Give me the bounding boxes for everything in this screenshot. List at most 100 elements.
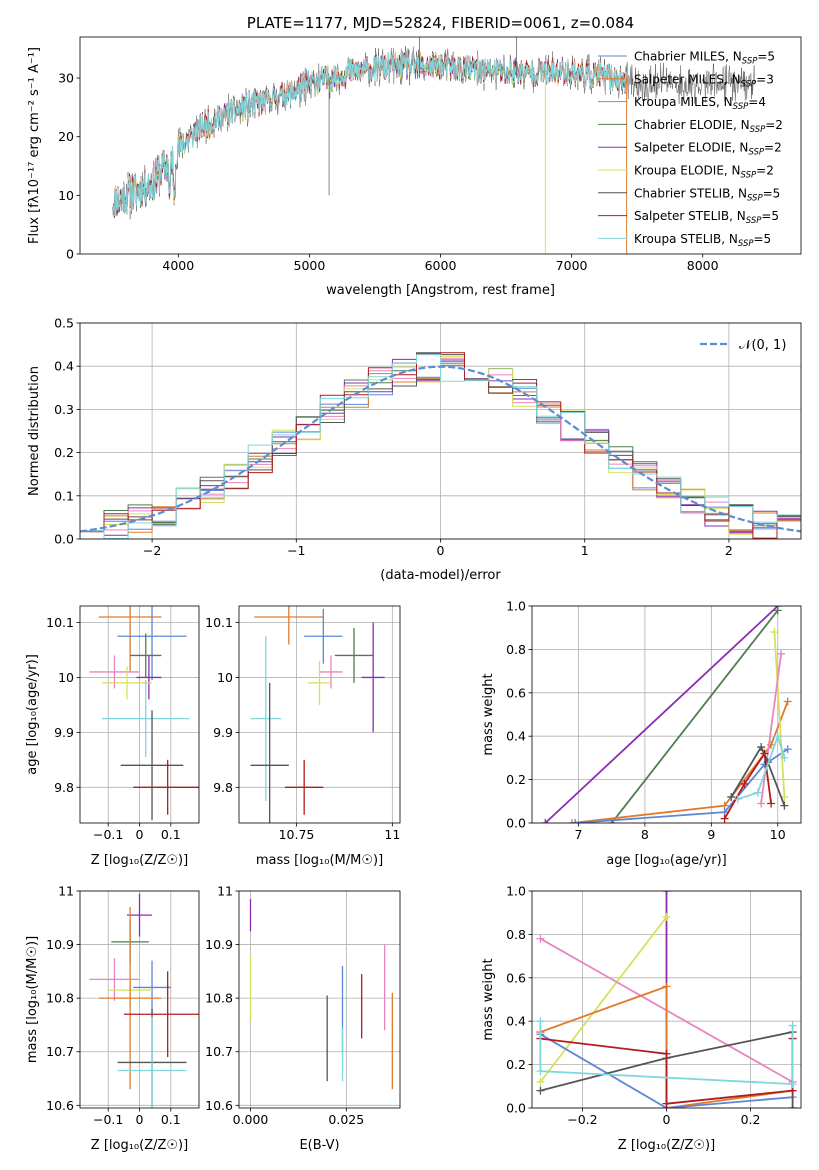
grid-lines xyxy=(80,606,199,823)
legend-entry: Chabrier STELIB, NSSP=5 xyxy=(634,186,780,203)
series-line xyxy=(723,751,772,820)
legend-count: =2 xyxy=(764,141,782,155)
legend-count: =5 xyxy=(757,50,775,64)
legend-subscript: SSP xyxy=(741,79,757,89)
point-kroupa_stelib xyxy=(117,1016,187,1108)
tick-marks xyxy=(235,890,347,1112)
y-axis-label: Flux [fλ10⁻¹⁷ erg cm⁻² s⁻¹ A⁻¹] xyxy=(27,47,42,244)
plot-area xyxy=(112,37,756,254)
x-tick-label: 1 xyxy=(581,543,589,558)
legend-label: Salpeter MILES, N xyxy=(634,72,741,86)
y-tick-label: 9.9 xyxy=(54,725,74,740)
chart-weight_vs_Z: −0.2 0 0.2 0.0 0.2 0.4 0.6 0.8 1.0 Z [log₁₀(Z/Z☉)… xyxy=(481,884,802,1153)
plot-area xyxy=(536,891,797,1108)
gaussian-curve xyxy=(80,365,801,533)
axes-frame xyxy=(79,605,200,824)
series-line xyxy=(540,985,793,1108)
series-marker xyxy=(662,1099,671,1108)
legend-subscript: SSP xyxy=(738,239,754,249)
series-marker xyxy=(757,743,766,752)
tick-marks xyxy=(76,77,704,258)
series-line xyxy=(737,733,786,800)
legend-count: =5 xyxy=(761,209,779,223)
plot-area xyxy=(249,899,393,1090)
y-tick-label: 10.8 xyxy=(46,991,74,1006)
chart-title: PLATE=1177, MJD=52824, FIBERID=0061, z=0… xyxy=(247,14,634,32)
series-marker xyxy=(662,1049,671,1058)
grid-lines xyxy=(532,605,801,824)
legend-entry: Salpeter MILES, NSSP=3 xyxy=(634,72,774,89)
series-line xyxy=(760,653,782,804)
axes-frame xyxy=(238,890,401,1109)
x-tick-label: 0 xyxy=(136,1112,144,1127)
y-tick-label: 10.6 xyxy=(46,1098,74,1113)
chart-residuals: −2 −1 0 1 2 0.0 0.1 0.2 0.3 0.4 0.5 (data-model)/er… xyxy=(27,316,802,583)
x-tick-label: 8000 xyxy=(687,258,719,273)
plot-area xyxy=(89,893,199,1108)
x-axis-label: age [log₁₀(age/yr)] xyxy=(606,853,727,868)
y-tick-label: 0.4 xyxy=(506,729,526,744)
y-tick-label: 30 xyxy=(58,71,74,86)
point-salpeter_stelib xyxy=(285,759,324,815)
y-axis-label: Normed distribution xyxy=(27,366,42,496)
series-marker xyxy=(788,1104,797,1108)
y-axis-label: age [log₁₀(age/yr)] xyxy=(25,654,40,775)
series-marker xyxy=(536,934,545,943)
x-tick-label: 5000 xyxy=(294,258,326,273)
x-tick-label: 0.1 xyxy=(161,827,181,842)
series-marker xyxy=(767,799,776,808)
legend-entry: Chabrier ELODIE, NSSP=2 xyxy=(634,118,783,135)
series-marker xyxy=(770,628,779,637)
legend-subscript: SSP xyxy=(746,216,762,226)
series-marker xyxy=(780,753,789,762)
x-tick-label: 0.000 xyxy=(233,1112,269,1127)
series-kroupa_stelib xyxy=(536,1017,797,1089)
series-marker xyxy=(773,732,782,741)
legend-subscript: SSP xyxy=(742,57,758,67)
chart-mass_vs_EBV: 0.000 0.025 10.6 10.7 10.8 10.9 11 E(B-V) xyxy=(205,884,401,1153)
x-tick-label: 11 xyxy=(384,827,400,842)
legend-entry: Chabrier MILES, NSSP=5 xyxy=(634,50,775,67)
series-line xyxy=(575,748,789,823)
y-axis-label: mass weight xyxy=(481,673,496,755)
series-line xyxy=(610,609,779,823)
y-tick-label: 0.0 xyxy=(506,1101,526,1116)
y-tick-label: 0.0 xyxy=(506,816,526,831)
point-kroupa_stelib xyxy=(101,680,190,758)
series-marker xyxy=(536,1067,545,1076)
series-marker xyxy=(788,1021,797,1030)
series-marker xyxy=(536,1086,545,1095)
legend-subscript: SSP xyxy=(741,171,757,181)
y-tick-label: 10 xyxy=(58,670,74,685)
y-axis-label: mass [log₁₀(M/M☉)] xyxy=(25,936,40,1063)
x-tick-label: 7 xyxy=(575,827,583,842)
x-axis-label: E(B-V) xyxy=(299,1138,339,1153)
series-marker xyxy=(773,606,782,615)
y-tick-label: 10.9 xyxy=(205,937,233,952)
x-tick-label: 0.2 xyxy=(741,1112,761,1127)
series-marker xyxy=(777,649,786,658)
legend-subscript: SSP xyxy=(747,193,763,203)
series-marker xyxy=(733,795,742,804)
series-salpeter_elodie xyxy=(757,649,786,808)
point-chabrier_stelib xyxy=(120,710,184,821)
y-tick-label: 0.3 xyxy=(54,402,74,417)
series-line xyxy=(773,631,786,798)
x-axis-label: Z [log₁₀(Z/Z☉)] xyxy=(91,1138,188,1153)
point-salpeter_miles xyxy=(98,606,162,672)
legend-count: =3 xyxy=(756,72,774,86)
y-tick-label: 20 xyxy=(58,129,74,144)
x-tick-label: 8 xyxy=(641,827,649,842)
x-axis-label: mass [log₁₀(M/M☉)] xyxy=(256,853,383,868)
legend-entry: Kroupa ELODIE, NSSP=2 xyxy=(634,164,774,181)
plot-area xyxy=(541,606,792,823)
chart-spectrum: 4000 5000 6000 7000 8000 0 10 20 30 PLATE=1177, M… xyxy=(27,14,802,298)
y-tick-label: 0.8 xyxy=(506,927,526,942)
x-axis-label: wavelength [Angstrom, rest frame] xyxy=(326,283,555,298)
point-salpeter_stelib xyxy=(123,971,199,1058)
y-tick-label: 0.8 xyxy=(506,642,526,657)
y-tick-label: 9.8 xyxy=(54,780,74,795)
y-tick-label: 11 xyxy=(58,884,74,899)
y-tick-label: 10.1 xyxy=(46,615,74,630)
